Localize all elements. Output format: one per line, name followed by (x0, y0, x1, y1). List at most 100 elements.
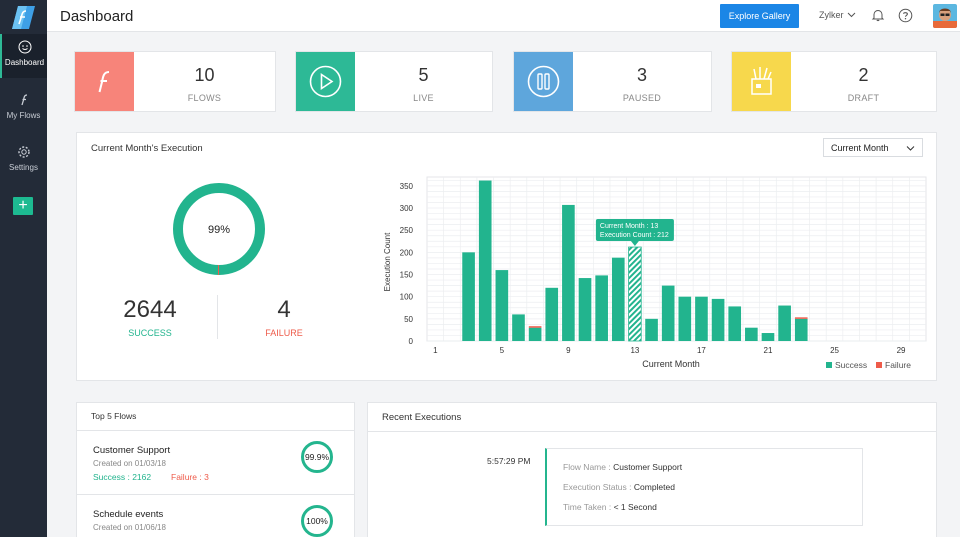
chevron-down-icon[interactable] (847, 10, 856, 19)
execution-time: 5:57:29 PM (487, 456, 531, 466)
y-tick-label: 150 (400, 271, 414, 280)
stat-card-paused[interactable]: 3 PAUSED (513, 51, 712, 112)
legend-success: Success (826, 360, 867, 370)
flow-created: Created on 01/06/18 (93, 523, 166, 532)
month-select-value: Current Month (831, 143, 889, 153)
stat-value: 5 (418, 65, 429, 85)
y-tick-label: 0 (409, 337, 414, 346)
success-bar[interactable] (495, 270, 509, 341)
success-donut: 99% (173, 183, 265, 275)
success-bar[interactable] (645, 318, 658, 341)
time-taken-label: Time Taken : (563, 502, 614, 512)
sidebar-item-settings[interactable]: Settings (0, 139, 47, 183)
dashboard-icon (18, 40, 31, 54)
app-logo[interactable] (11, 5, 36, 30)
chart-tooltip: Current Month : 13 Execution Count : 212 (595, 219, 674, 247)
flow-success-rate: 99.9% (301, 441, 333, 473)
success-bar[interactable] (728, 306, 742, 341)
success-bar[interactable] (562, 204, 575, 341)
sidebar-item-dashboard[interactable]: Dashboard (0, 34, 47, 78)
donut-label: 99% (208, 224, 230, 236)
success-bar[interactable] (778, 305, 791, 341)
sidebar-item-my-flows[interactable]: My Flows (0, 87, 47, 131)
flow-name-label: Flow Name : (563, 462, 614, 472)
top-header: Dashboard Explore Gallery Zylker (47, 0, 960, 32)
explore-gallery-button[interactable]: Explore Gallery (720, 4, 799, 28)
add-flow-button[interactable]: + (13, 197, 33, 215)
list-item[interactable]: Schedule events Created on 01/06/18 100% (77, 494, 354, 537)
sidebar-item-label: My Flows (6, 111, 41, 120)
x-tick-label: 13 (630, 346, 639, 355)
x-tick-label: 29 (897, 346, 906, 355)
success-bar[interactable] (678, 296, 692, 341)
failure-bar[interactable] (794, 317, 808, 319)
success-bar[interactable] (512, 314, 525, 341)
success-bar[interactable] (711, 298, 725, 341)
success-bar[interactable] (628, 246, 642, 342)
success-bar[interactable] (595, 275, 608, 341)
success-bar[interactable] (661, 285, 675, 341)
recent-executions-title: Recent Executions (382, 412, 462, 423)
top-flows-title: Top 5 Flows (91, 411, 137, 421)
flow-created: Created on 01/03/18 (93, 459, 166, 468)
flow-icon (75, 52, 134, 111)
bell-icon[interactable] (871, 8, 885, 22)
y-tick-label: 50 (404, 315, 413, 324)
y-tick-label: 100 (400, 293, 414, 302)
time-taken-value: < 1 Second (613, 502, 657, 512)
stat-label: PAUSED (622, 93, 662, 103)
pause-icon (514, 52, 573, 111)
stat-card-flows[interactable]: 10 FLOWS (74, 51, 276, 112)
sidebar: Dashboard My Flows Settings + (0, 0, 47, 537)
chevron-down-icon (906, 146, 915, 151)
failure-count: 4 (277, 296, 291, 323)
x-tick-label: 1 (433, 346, 438, 355)
page-title: Dashboard (60, 8, 134, 25)
stat-label: LIVE (413, 93, 434, 103)
top-flows-panel: Top 5 Flows Customer Support Created on … (76, 402, 355, 537)
success-bar[interactable] (695, 296, 708, 341)
execution-status: Execution Status : Completed (563, 482, 675, 492)
execution-time-taken: Time Taken : < 1 Second (563, 502, 657, 512)
play-icon (296, 52, 355, 111)
execution-bar-chart: 0 50 100 150 200 250 300 350 1 5 9 13 17 21 25 29 Exec… (383, 176, 927, 369)
success-bar[interactable] (528, 327, 542, 341)
gear-icon (17, 146, 30, 158)
execution-card[interactable]: Flow Name : Customer Support Execution S… (545, 448, 863, 526)
sidebar-item-label: Dashboard (4, 58, 45, 67)
org-switcher[interactable]: Zylker (819, 10, 844, 20)
stat-card-draft[interactable]: 2 DRAFT (731, 51, 937, 112)
list-item[interactable]: Customer Support Created on 01/03/18 Suc… (77, 430, 354, 494)
execution-flow-name: Flow Name : Customer Support (563, 462, 682, 472)
stat-label: DRAFT (847, 93, 880, 103)
y-tick-label: 200 (400, 248, 414, 257)
y-tick-label: 250 (400, 226, 414, 235)
x-tick-label: 17 (697, 346, 706, 355)
y-tick-label: 350 (400, 182, 414, 191)
flow-name-value: Customer Support (613, 462, 683, 472)
tooltip-line: Execution Count : 212 (600, 232, 669, 239)
success-label: SUCCESS (128, 328, 172, 338)
stat-divider (217, 295, 218, 339)
stat-value: 10 (194, 65, 215, 85)
x-tick-label: 5 (500, 346, 505, 355)
sidebar-item-label: Settings (9, 163, 38, 172)
help-icon[interactable] (898, 8, 913, 23)
success-bar[interactable] (545, 287, 559, 341)
success-count: 2644 (123, 296, 177, 323)
flow-success-rate: 100% (301, 505, 333, 537)
failure-bar[interactable] (528, 326, 542, 328)
success-bar[interactable] (611, 257, 625, 341)
month-select[interactable]: Current Month (823, 138, 923, 157)
x-axis-label: Current Month (642, 359, 700, 369)
success-bar[interactable] (462, 252, 475, 341)
y-axis-label: Execution Count (383, 232, 392, 291)
avatar[interactable] (933, 4, 957, 28)
stat-label: FLOWS (187, 93, 222, 103)
success-bar[interactable] (761, 333, 775, 341)
stat-card-live[interactable]: 5 LIVE (295, 51, 493, 112)
success-bar[interactable] (794, 318, 808, 341)
success-bar[interactable] (745, 327, 758, 341)
success-bar[interactable] (578, 278, 592, 341)
success-bar[interactable] (478, 180, 492, 341)
